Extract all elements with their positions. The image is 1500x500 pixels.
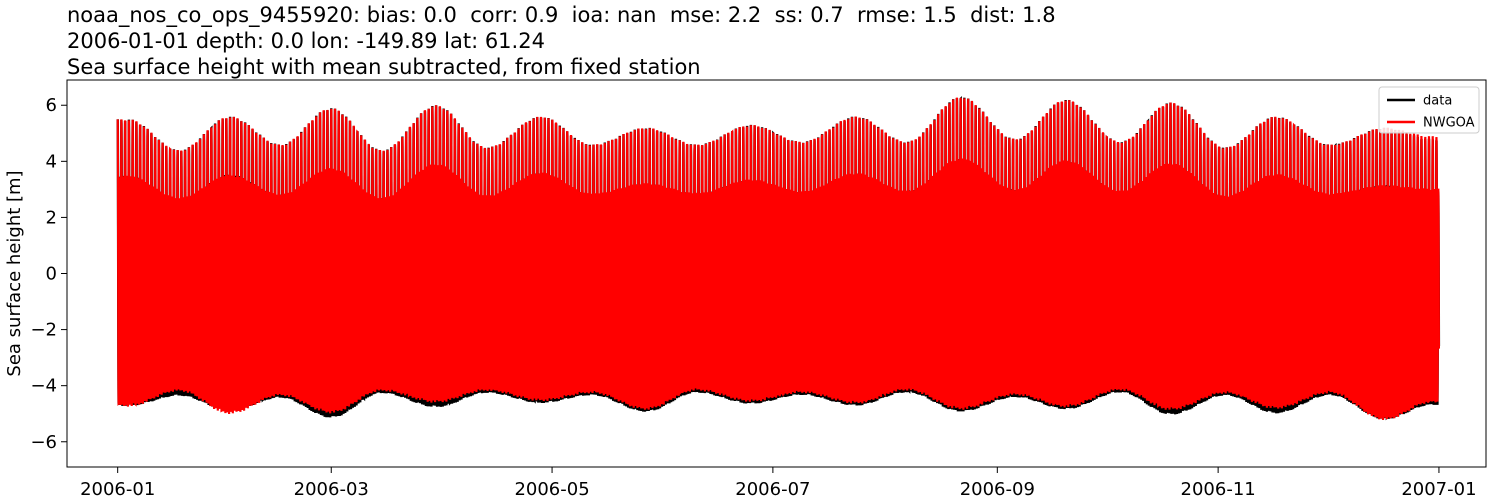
title-line-1: noaa_nos_co_ops_9455920: bias: 0.0 corr:… [67,3,1056,27]
legend-label-data: data [1423,94,1452,109]
y-tick-label: −2 [30,320,57,341]
y-axis-label: Sea surface height [m] [4,170,25,376]
x-tick-label: 2006-03 [294,479,369,500]
y-tick-label: −6 [30,432,57,453]
x-tick-label: 2006-05 [514,479,589,500]
series-line-nwgoa [116,97,1440,421]
legend: data NWGOA [1378,86,1480,134]
y-tick-label: 0 [46,264,57,285]
x-tick-label: 2006-09 [960,479,1035,500]
x-tick-label: 2006-11 [1181,479,1256,500]
title-line-2: 2006-01-01 depth: 0.0 lon: -149.89 lat: … [67,29,545,53]
chart-title: noaa_nos_co_ops_9455920: bias: 0.0 corr:… [67,2,1056,80]
title-line-3: Sea surface height with mean subtracted,… [67,55,701,79]
y-axis: 6 4 2 0 −2 −4 −6 [30,95,67,453]
y-tick-label: 2 [46,207,57,228]
x-tick-label: 2007-01 [1401,479,1476,500]
x-axis: 2006-01 2006-03 2006-05 2006-07 2006-09 2006-… [80,467,1477,500]
series-layer [116,96,1441,421]
y-tick-label: 4 [46,151,57,172]
x-tick-label: 2006-07 [735,479,810,500]
x-tick-label: 2006-01 [80,479,155,500]
y-tick-label: −4 [30,376,57,397]
legend-label-nwgoa: NWGOA [1423,116,1475,131]
y-tick-label: 6 [46,95,57,116]
